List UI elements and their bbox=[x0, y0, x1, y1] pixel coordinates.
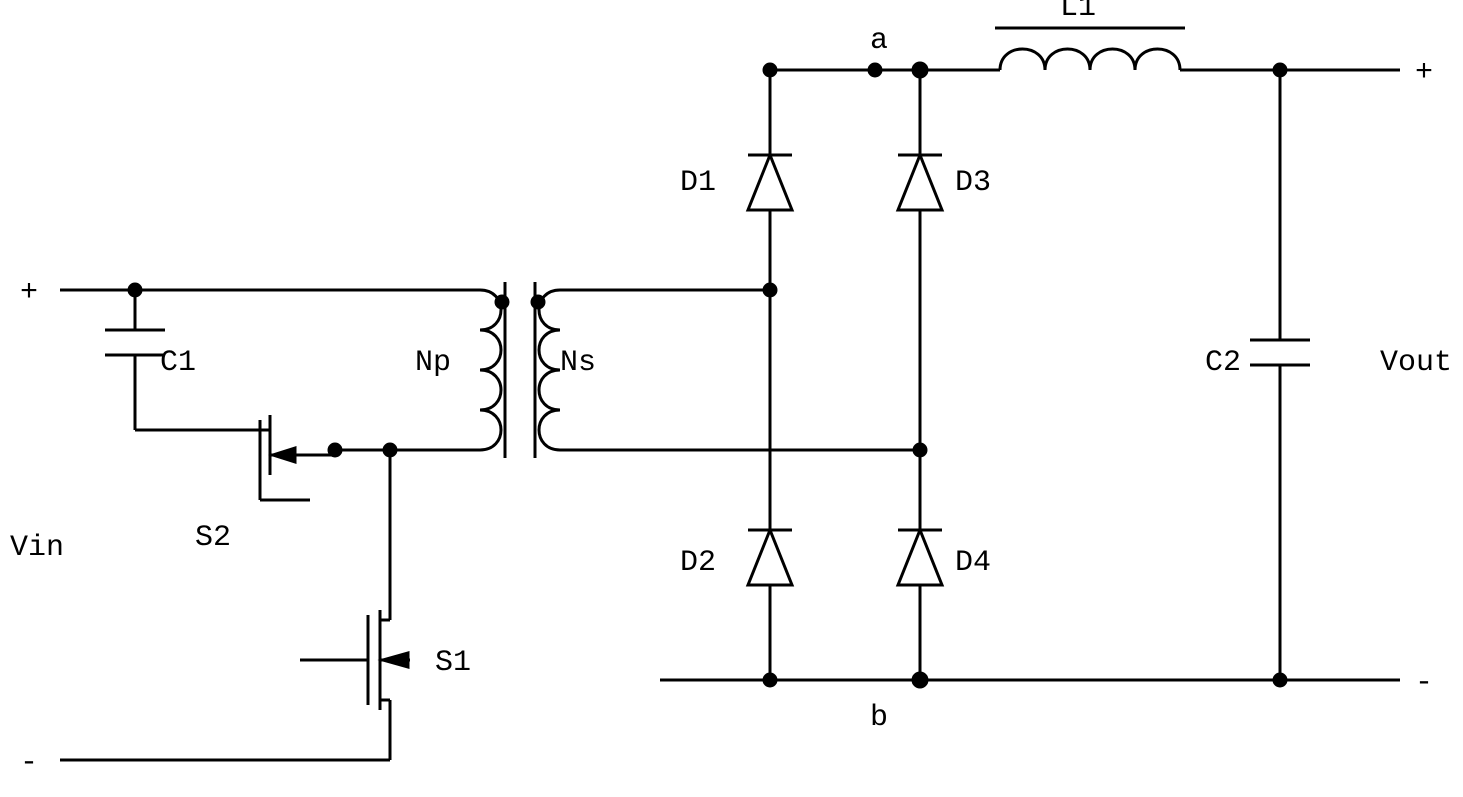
label-Ns: Ns bbox=[560, 346, 596, 380]
label-S1: S1 bbox=[435, 646, 471, 680]
label-C1: C1 bbox=[160, 346, 196, 380]
label-S2: S2 bbox=[195, 521, 231, 555]
label-L1: L1 bbox=[1060, 0, 1096, 25]
label-minus_in: - bbox=[20, 746, 38, 780]
label-D2: D2 bbox=[680, 546, 716, 580]
label-Np: Np bbox=[415, 346, 451, 380]
label-a: a bbox=[870, 24, 888, 58]
label-D3: D3 bbox=[955, 166, 991, 200]
label-Vout: Vout bbox=[1380, 346, 1452, 380]
label-D1: D1 bbox=[680, 166, 716, 200]
label-minus_out: - bbox=[1415, 666, 1433, 700]
label-plus_out: + bbox=[1415, 56, 1433, 90]
circuit-schematic: Vin Vout + - + - C1 S2 Np Ns S1 D1 D2 D3 D4 a b L1 C2 bbox=[0, 0, 1463, 792]
label-C2: C2 bbox=[1205, 346, 1241, 380]
label-plus_in: + bbox=[20, 276, 38, 310]
label-Vin: Vin bbox=[10, 531, 64, 565]
label-b: b bbox=[870, 701, 888, 735]
label-D4: D4 bbox=[955, 546, 991, 580]
